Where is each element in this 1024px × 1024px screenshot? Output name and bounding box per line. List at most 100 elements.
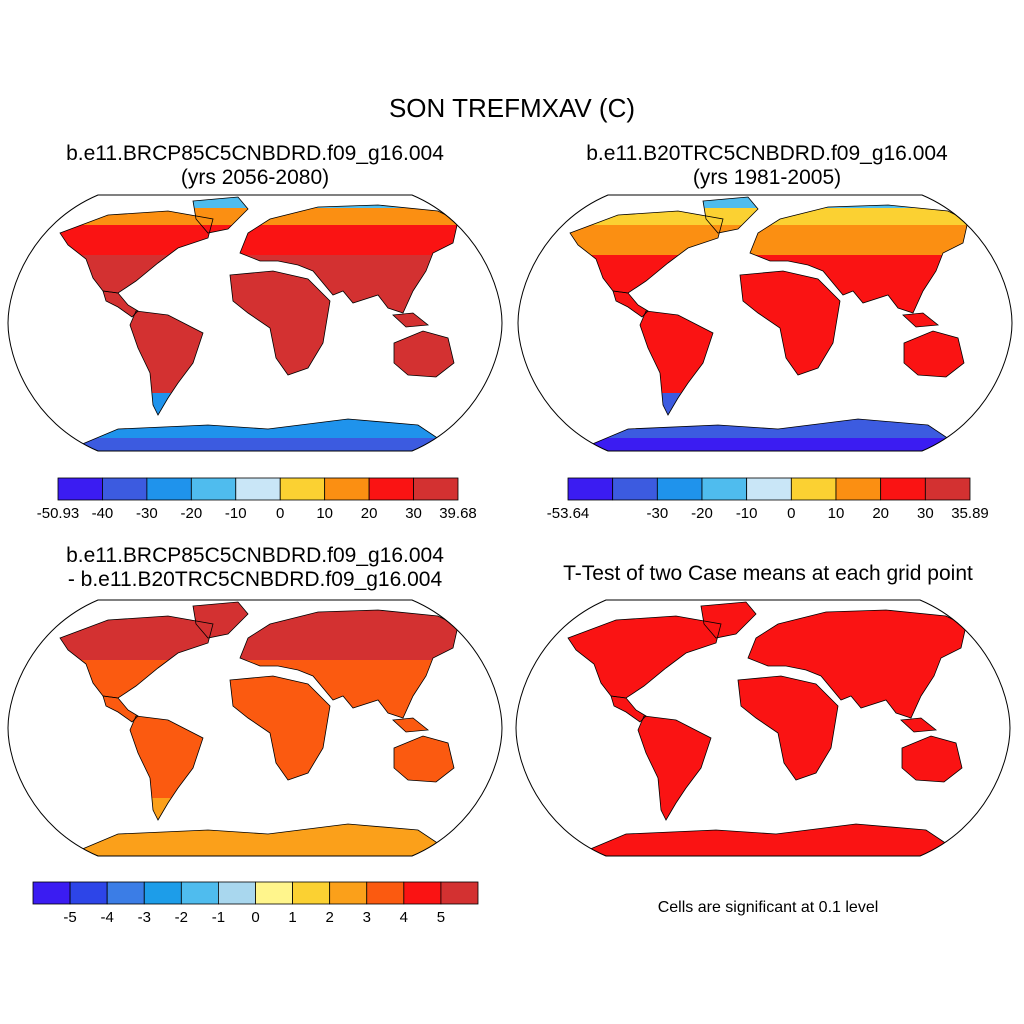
australia-landmass-outline bbox=[393, 330, 455, 378]
colorbar-label: 10 bbox=[828, 505, 845, 522]
significance-note: Cells are significant at 0.1 level bbox=[657, 899, 879, 916]
south-america-landmass-outline bbox=[129, 310, 204, 416]
colorbar-box bbox=[255, 881, 293, 905]
colorbar-label: 35.89 bbox=[951, 505, 989, 522]
colorbar-label: 30 bbox=[917, 505, 934, 522]
south-america-landmass-outline bbox=[129, 715, 204, 821]
colorbar-box bbox=[180, 881, 219, 905]
australia-landmass-outline bbox=[901, 735, 963, 783]
colorbar-label: -5 bbox=[63, 909, 76, 926]
central-america-landmass bbox=[103, 291, 138, 317]
antarctica-landmass-outline bbox=[586, 823, 958, 856]
greenland-landmass-outline bbox=[192, 196, 249, 234]
europe-asia-landmass-outline bbox=[747, 609, 967, 719]
maritime-islands-landmass-outline bbox=[902, 312, 940, 328]
mid-latitude-band bbox=[60, 223, 458, 255]
maritime-islands-landmass-outline bbox=[900, 717, 938, 733]
colorbar-label: -3 bbox=[138, 909, 151, 926]
maritime-islands-landmass-outline bbox=[392, 717, 430, 733]
colorbar-box bbox=[32, 881, 71, 905]
panel4-map bbox=[515, 599, 1011, 857]
central-america-landmass bbox=[103, 696, 138, 722]
colorbar-label: -20 bbox=[691, 505, 713, 522]
colorbar-box bbox=[57, 477, 103, 501]
north-america-landmass-outline bbox=[59, 210, 214, 294]
colorbar-label: -4 bbox=[100, 909, 113, 926]
africa-landmass-outline bbox=[739, 270, 841, 376]
colorbar-box bbox=[329, 881, 368, 905]
africa-landmass bbox=[230, 271, 330, 375]
africa-landmass-outline bbox=[229, 270, 331, 376]
colorbar-box bbox=[880, 477, 926, 501]
south-america-landmass-outline bbox=[637, 715, 712, 821]
south-america-landmass bbox=[640, 311, 713, 415]
colorbar-box bbox=[440, 881, 479, 905]
panel3-title: b.e11.BRCP85C5CNBDRD.f09_g16.004 - b.e11… bbox=[10, 544, 500, 592]
australia-landmass bbox=[394, 331, 454, 377]
colorbar-label: 1 bbox=[288, 909, 296, 926]
mid-latitude-band bbox=[568, 628, 966, 660]
australia-landmass bbox=[904, 331, 964, 377]
antarctic-core-band bbox=[60, 438, 458, 451]
colorbar-label: -10 bbox=[736, 505, 758, 522]
panel2-colorbar: -53.64 -30 -20 -10 0 10 20 30 35.89 bbox=[547, 477, 989, 522]
panel1-title: b.e11.BRCP85C5CNBDRD.f09_g16.004 (yrs 20… bbox=[10, 142, 500, 190]
mid-latitude-band bbox=[570, 223, 968, 255]
colorbar-label: -2 bbox=[175, 909, 188, 926]
colorbar-box bbox=[567, 477, 614, 501]
antarctic-core-band bbox=[60, 843, 458, 856]
panel3-map bbox=[7, 599, 503, 857]
antarctica-landmass-outline bbox=[588, 418, 960, 451]
panel1-title-line2: (yrs 2056-2080) bbox=[180, 166, 330, 189]
panel3-title-line1: b.e11.BRCP85C5CNBDRD.f09_g16.004 bbox=[66, 544, 444, 567]
north-america-landmass-outline bbox=[59, 615, 214, 699]
panel2-title-line1: b.e11.B20TRC5CNBDRD.f09_g16.004 bbox=[586, 142, 948, 165]
africa-landmass-outline bbox=[229, 675, 331, 781]
colorbar-label: 20 bbox=[872, 505, 889, 522]
maritime-islands-landmass-outline bbox=[392, 312, 430, 328]
central-america-landmass bbox=[613, 291, 648, 317]
north-america-landmass-outline bbox=[569, 210, 724, 294]
europe-asia-landmass-outline bbox=[239, 609, 459, 719]
colorbar-label: -53.64 bbox=[547, 505, 590, 522]
colorbar-box bbox=[746, 477, 792, 501]
africa-landmass bbox=[738, 676, 838, 780]
colorbar-label: 0 bbox=[787, 505, 795, 522]
colorbar-label: -1 bbox=[212, 909, 225, 926]
antarctica-landmass-outline bbox=[78, 418, 450, 451]
colorbar-box bbox=[368, 477, 414, 501]
colorbar-label: 0 bbox=[276, 505, 284, 522]
panel1-map bbox=[7, 194, 503, 452]
colorbar-box bbox=[366, 881, 405, 905]
colorbar-label: 30 bbox=[405, 505, 422, 522]
europe-asia-landmass-outline bbox=[749, 204, 969, 314]
map-frame bbox=[7, 599, 503, 857]
panel2-title: b.e11.B20TRC5CNBDRD.f09_g16.004 (yrs 198… bbox=[522, 142, 1012, 190]
colorbar-box bbox=[413, 477, 459, 501]
figure-title: SON TREFMXAV (C) bbox=[388, 93, 636, 123]
north-america-landmass-outline bbox=[567, 615, 722, 699]
colorbar-label: -30 bbox=[646, 505, 668, 522]
colorbar-box bbox=[324, 477, 370, 501]
maritime-islands-landmass bbox=[903, 313, 938, 327]
colorbar-box bbox=[835, 477, 882, 501]
colorbar-box bbox=[292, 881, 331, 905]
antarctic-core-band bbox=[570, 438, 968, 451]
colorbar-box bbox=[235, 477, 281, 501]
map-frame bbox=[517, 194, 1013, 452]
panel1-colorbar: -50.93 -40 -30 -20 -10 0 10 20 30 39.68 bbox=[37, 477, 477, 522]
map-frame bbox=[515, 599, 1011, 857]
colorbar-label: -10 bbox=[225, 505, 247, 522]
australia-landmass-outline bbox=[903, 330, 965, 378]
maritime-islands-landmass bbox=[901, 718, 936, 732]
colorbar-box bbox=[69, 881, 108, 905]
mid-latitude-band bbox=[60, 628, 458, 660]
south-america-landmass bbox=[130, 311, 203, 415]
antarctic-core-band bbox=[568, 843, 966, 856]
colorbar-label: -50.93 bbox=[37, 505, 80, 522]
panel4-title: T-Test of two Case means at each grid po… bbox=[563, 562, 973, 585]
colorbar-label: 4 bbox=[400, 909, 408, 926]
colorbar-box bbox=[279, 477, 326, 501]
colorbar-label: -30 bbox=[136, 505, 158, 522]
colorbar-box bbox=[190, 477, 237, 501]
